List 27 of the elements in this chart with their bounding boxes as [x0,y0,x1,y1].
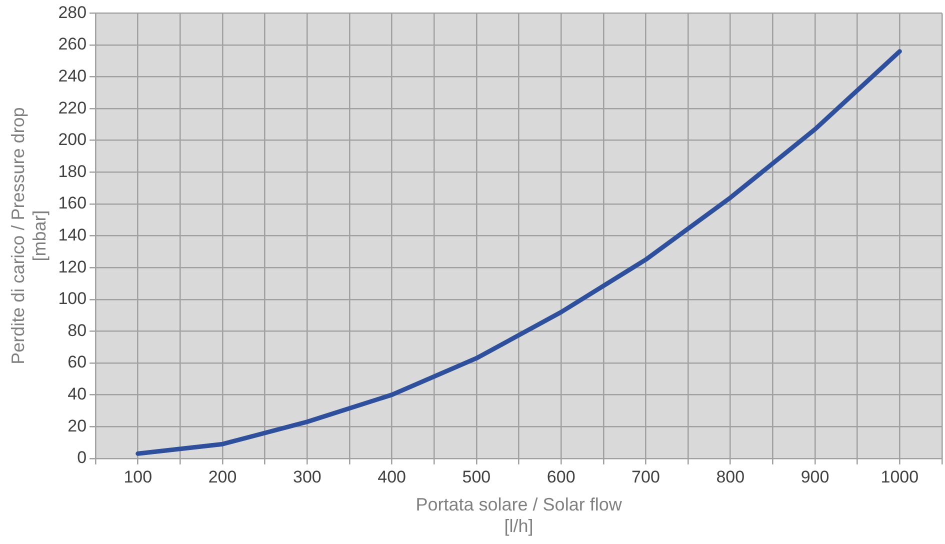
y-tick-label: 0 [77,448,87,468]
y-tick-label: 140 [58,225,87,244]
y-tick-label: 180 [58,162,87,181]
y-tick-label: 120 [58,257,87,276]
x-tick-label: 100 [124,467,152,486]
x-tick-label: 700 [632,467,660,486]
x-tick-label: 300 [292,467,322,486]
y-tick-label: 260 [58,34,87,54]
x-tick-label: 1000 [880,467,919,486]
y-tick-label: 80 [68,320,87,340]
x-tick-label: 900 [800,467,830,486]
y-tick-label: 20 [68,416,87,436]
x-tick-label: 400 [378,467,406,486]
y-tick-label: 240 [58,66,87,86]
y-axis-title: Perdite di carico / Pressure drop [mbar] [8,107,50,364]
y-tick-label: 200 [58,130,87,150]
x-tick-label: 200 [208,467,237,486]
y-tick-label: 60 [68,352,87,372]
y-tick-label: 220 [58,98,87,118]
x-axis-title: Portata solare / Solar flow [l/h] [416,494,623,536]
x-tick-label: 500 [462,467,491,486]
x-tick-label: 800 [716,467,745,486]
x-tick-label: 600 [546,467,576,486]
y-tick-label: 40 [68,384,87,404]
y-tick-label: 280 [58,2,87,22]
y-tick-label: 160 [58,194,87,213]
y-tick-label: 100 [58,289,87,308]
